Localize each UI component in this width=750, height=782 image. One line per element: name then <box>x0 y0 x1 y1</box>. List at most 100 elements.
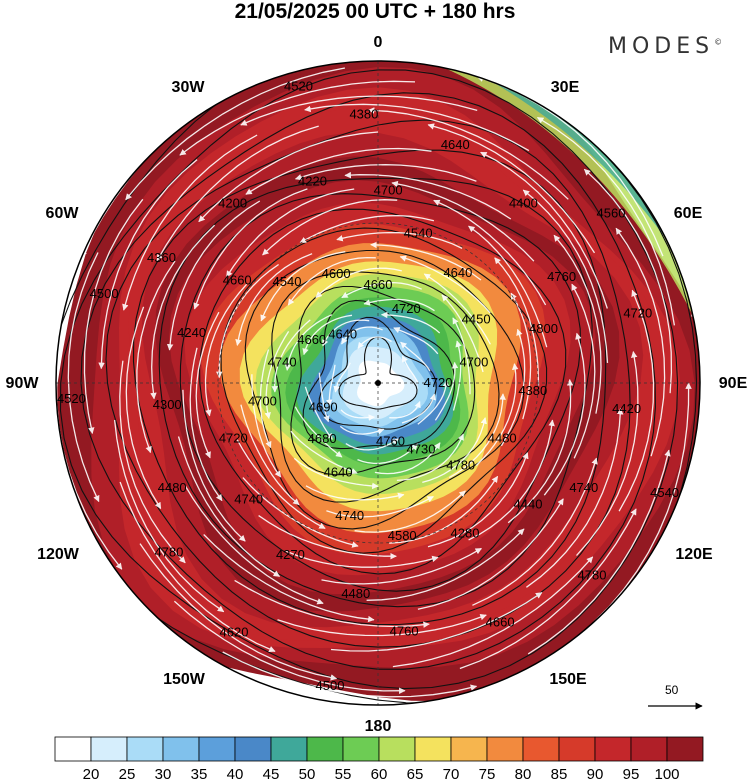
contour-label: 4540 <box>650 485 679 500</box>
wind-speed-shading <box>56 61 700 702</box>
lon-label-150w: 150W <box>163 671 205 688</box>
colorbar-tick-label: 85 <box>551 766 568 782</box>
contour-label: 4660 <box>223 273 252 288</box>
colorbar-swatch <box>198 736 236 762</box>
contour-label: 4380 <box>349 106 378 121</box>
contour-label: 4500 <box>316 678 345 693</box>
colorbar-tick-label: 40 <box>227 766 244 782</box>
contour-label: 4740 <box>569 480 598 495</box>
colorbar-tick-label: 30 <box>155 766 172 782</box>
colorbar-tick-label: 35 <box>191 766 208 782</box>
colorbar-swatch <box>378 736 416 762</box>
colorbar-tick-label: 20 <box>83 766 100 782</box>
lon-label-90e: 90E <box>718 375 748 392</box>
contour-label: 4380 <box>518 383 547 398</box>
contour-label: 4440 <box>514 497 543 512</box>
colorbar-tick-label: 80 <box>515 766 532 782</box>
colorbar-swatch <box>270 736 308 762</box>
contour-label: 4420 <box>612 401 641 416</box>
contour-label: 4760 <box>376 434 405 449</box>
contour-label: 4300 <box>153 397 182 412</box>
colorbar-tick-label: 50 <box>299 766 316 782</box>
wind-streamlines <box>56 61 700 705</box>
contour-label: 4270 <box>276 547 305 562</box>
contour-label: 4640 <box>443 265 472 280</box>
colorbar-swatch <box>162 736 200 762</box>
contour-label: 4480 <box>341 586 370 601</box>
colorbar-swatch <box>126 736 164 762</box>
contour-label: 4580 <box>388 528 417 543</box>
lon-label-120w: 120W <box>37 546 79 563</box>
contour-label: 4700 <box>374 182 403 197</box>
contour-label: 4760 <box>547 269 576 284</box>
contour-label: 4780 <box>446 458 475 473</box>
colorbar: 20 25 30 35 40 45 50 55 60 65 70 75 80 85 90 95 100 <box>54 736 704 782</box>
contour-label: 4200 <box>218 196 247 211</box>
colorbar-swatch <box>666 736 704 762</box>
contour-label: 4450 <box>462 311 491 326</box>
contour-label: 4700 <box>459 355 488 370</box>
contour-label: 4740 <box>268 355 297 370</box>
lon-label-0: 0 <box>373 34 383 51</box>
map-title: 21/05/2025 00 UTC + 180 hrs <box>234 0 516 23</box>
colorbar-swatch <box>522 736 560 762</box>
contour-label: 4640 <box>328 327 357 342</box>
contour-label: 4720 <box>219 431 248 446</box>
contour-label: 4520 <box>284 79 313 94</box>
colorbar-tick-label: 45 <box>263 766 280 782</box>
contour-label: 4280 <box>451 526 480 541</box>
contour-label: 4240 <box>177 325 206 340</box>
contour-label: 4660 <box>486 615 515 630</box>
contour-label: 4520 <box>57 391 86 406</box>
contour-label: 4690 <box>309 399 338 414</box>
lon-label-30e: 30E <box>550 79 580 96</box>
contour-label: 4540 <box>273 274 302 289</box>
map-boundary <box>55 60 701 706</box>
contour-label: 4730 <box>407 441 436 456</box>
colorbar-swatch <box>234 736 272 762</box>
reference-vector-label: 50 <box>665 683 679 697</box>
contour-label: 4780 <box>154 544 183 559</box>
lon-label-60e: 60E <box>673 205 703 222</box>
contour-labels: 4720 4730 4640 4700 4540 4540 4800 4440 4480 4480… <box>57 79 679 694</box>
colorbar-swatch <box>450 736 488 762</box>
colorbar-swatch <box>306 736 344 762</box>
contour-label: 4720 <box>623 305 652 320</box>
contour-label: 4640 <box>441 137 470 152</box>
contour-label: 4400 <box>509 196 538 211</box>
polar-wind-map: 4720 4730 4640 4700 4540 4540 4800 4440 4480 4480… <box>55 60 703 710</box>
contour-label: 4220 <box>298 173 327 188</box>
contour-label: 4780 <box>578 568 607 583</box>
lon-label-180: 180 <box>364 718 392 735</box>
contour-label: 4640 <box>324 465 353 480</box>
contour-label: 4660 <box>297 332 326 347</box>
colorbar-swatch <box>90 736 128 762</box>
lon-label-150e: 150E <box>549 671 587 688</box>
colorbar-tick-label: 75 <box>479 766 496 782</box>
graticule <box>56 61 700 705</box>
contour-label: 4360 <box>147 250 176 265</box>
colorbar-swatch <box>486 736 524 762</box>
colorbar-tick-label: 95 <box>623 766 640 782</box>
colorbar-swatch <box>558 736 596 762</box>
contour-label: 4720 <box>424 375 453 390</box>
colorbar-swatch <box>414 736 452 762</box>
contour-label: 4480 <box>158 480 187 495</box>
lon-label-90w: 90W <box>5 375 39 392</box>
colorbar-tick-label: 60 <box>371 766 388 782</box>
contour-label: 4760 <box>390 624 419 639</box>
contour-label: 4480 <box>488 430 517 445</box>
colorbar-swatch <box>54 736 92 762</box>
contour-label: 4740 <box>335 508 364 523</box>
contour-label: 4500 <box>90 286 119 301</box>
contour-label: 4660 <box>364 277 393 292</box>
colorbar-tick-label: 90 <box>587 766 604 782</box>
contour-label: 4740 <box>234 491 263 506</box>
contour-label: 4700 <box>248 393 277 408</box>
contour-label: 4720 <box>392 301 421 316</box>
contour-label: 4620 <box>220 624 249 639</box>
contour-label: 4600 <box>322 266 351 281</box>
lon-label-60w: 60W <box>45 205 79 222</box>
contour-label: 4680 <box>308 431 337 446</box>
colorbar-swatch <box>342 736 380 762</box>
